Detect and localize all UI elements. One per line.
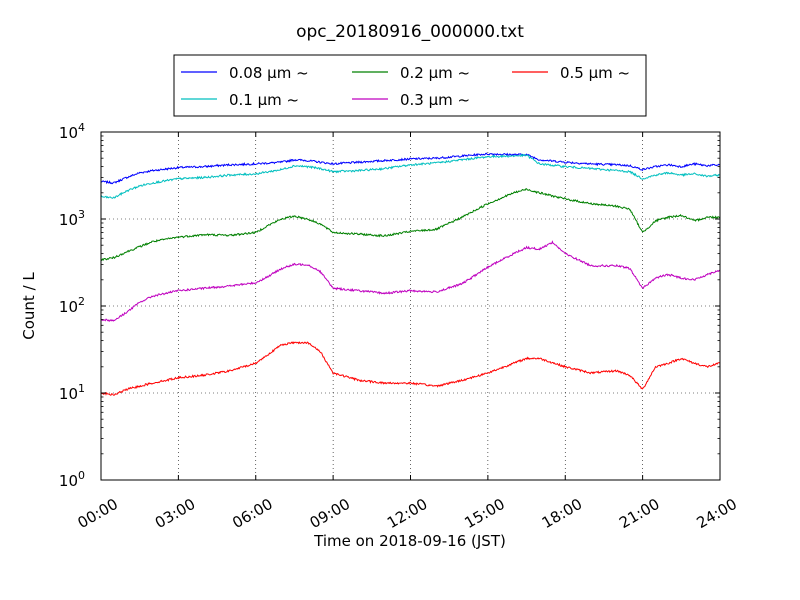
grid — [101, 132, 720, 480]
legend-label-1: 0.1 μm ~ — [229, 91, 299, 109]
y-tick-base: 10 — [59, 298, 78, 316]
y-tick-exponent: 4 — [78, 121, 85, 134]
legend: 0.08 μm ~ 0.1 μm ~ 0.2 μm ~ 0.3 μm ~ 0.5 μm … — [173, 54, 647, 117]
x-axis-label: Time on 2018-09-16 (JST) — [313, 532, 506, 550]
y-axis-label: Count / L — [20, 272, 38, 340]
x-tick-label: 15:00 — [461, 495, 507, 532]
y-tick-base: 10 — [59, 211, 78, 229]
y-tick-base: 10 — [59, 124, 78, 142]
series-layer — [100, 152, 721, 396]
y-tick-exponent: 1 — [78, 382, 85, 395]
legend-label-4: 0.5 μm ~ — [560, 64, 630, 82]
x-tick-label: 06:00 — [229, 495, 275, 532]
legend-label-0: 0.08 μm ~ — [229, 64, 309, 82]
x-tick-label: 12:00 — [384, 495, 430, 532]
chart-title: opc_20180916_000000.txt — [296, 22, 524, 42]
series-line-4 — [100, 340, 721, 396]
series-line-0 — [100, 152, 721, 185]
legend-box — [173, 54, 647, 117]
series-line-2 — [100, 188, 721, 262]
y-tick-exponent: 0 — [78, 469, 85, 482]
x-tick-label: 21:00 — [616, 495, 662, 532]
y-tick-label: 101 — [59, 382, 85, 403]
series-line-3 — [100, 240, 721, 322]
x-tick-label: 24:00 — [694, 495, 740, 532]
x-tick-label: 03:00 — [152, 495, 198, 532]
legend-label-3: 0.3 μm ~ — [400, 91, 470, 109]
y-tick-label: 100 — [59, 469, 85, 490]
series-line-1 — [100, 153, 721, 199]
x-tick-label: 09:00 — [307, 495, 353, 532]
y-tick-label: 102 — [59, 295, 85, 316]
y-tick-label: 104 — [59, 121, 85, 142]
y-tick-base: 10 — [59, 385, 78, 403]
y-tick-label: 103 — [59, 208, 85, 229]
legend-label-2: 0.2 μm ~ — [400, 64, 470, 82]
y-tick-exponent: 2 — [78, 295, 85, 308]
y-tick-base: 10 — [59, 472, 78, 490]
y-tick-exponent: 3 — [78, 208, 85, 221]
x-tick-label: 18:00 — [539, 495, 585, 532]
x-tick-label: 00:00 — [75, 495, 121, 532]
